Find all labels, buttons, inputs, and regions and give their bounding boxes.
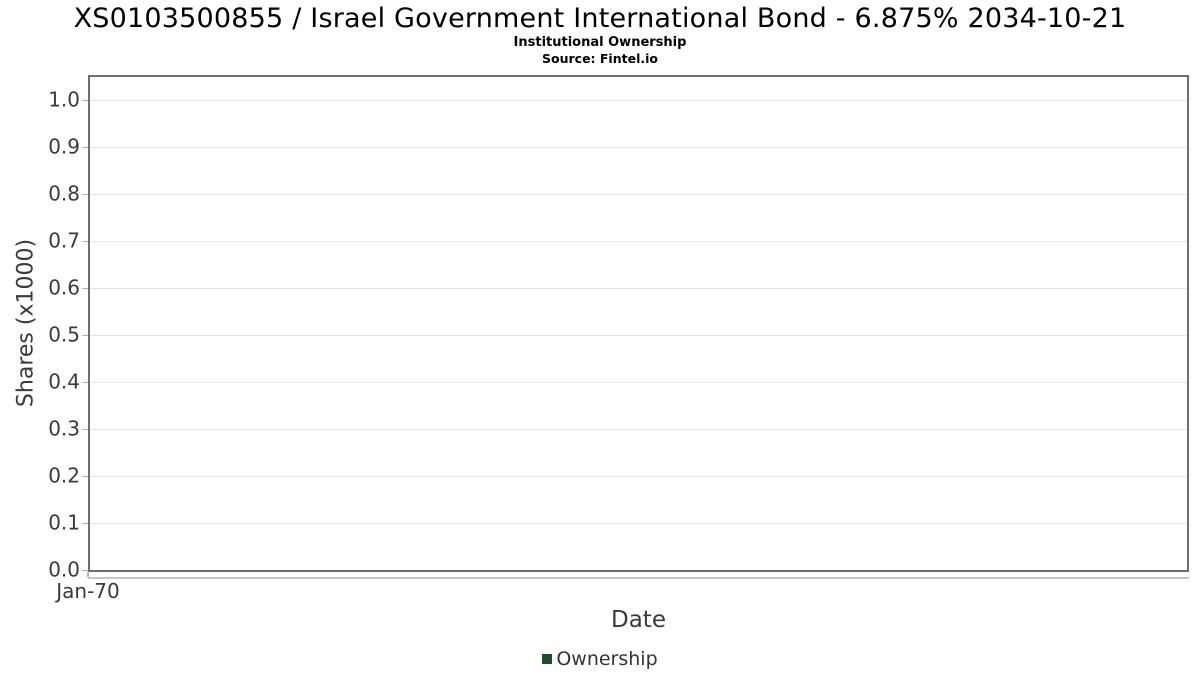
gridline: [90, 288, 1187, 290]
legend-label: Ownership: [556, 648, 658, 670]
y-tick-label: 0.9: [48, 134, 80, 159]
gridline: [90, 382, 1187, 384]
plot-area: [88, 75, 1189, 572]
y-axis: 0.0 0.1 0.2 0.3 0.4 0.5 0.6 0.7 0.8 0.9 1.0: [0, 77, 88, 582]
y-tick-label: 0.8: [48, 181, 80, 206]
y-tick-mark: [82, 570, 88, 571]
y-tick-mark: [82, 288, 88, 290]
legend-marker-square-icon: [542, 654, 553, 664]
gridline: [90, 523, 1187, 525]
x-axis-line: [88, 577, 1189, 579]
gridline: [90, 429, 1187, 431]
y-tick-mark: [82, 476, 88, 478]
y-tick-label: 1.0: [48, 87, 80, 112]
gridline: [90, 100, 1187, 102]
gridline: [90, 147, 1187, 149]
y-tick-mark: [82, 100, 88, 102]
gridline: [90, 476, 1187, 478]
y-tick-label: 0.5: [48, 322, 80, 347]
legend: Ownership: [0, 646, 1200, 672]
chart-subtitle: Institutional Ownership: [513, 35, 687, 50]
y-tick-mark: [82, 523, 88, 525]
y-tick-mark: [82, 147, 88, 149]
y-tick-mark: [82, 194, 88, 196]
x-tick-mark: [87, 572, 89, 577]
chart-source: Source: Fintel.io: [542, 51, 658, 66]
y-tick-mark: [82, 241, 88, 243]
y-tick-label: 0.1: [48, 510, 80, 535]
gridline: [90, 194, 1187, 196]
y-tick-mark: [82, 382, 88, 384]
gridline: [90, 335, 1187, 337]
x-tick-label: Jan-70: [56, 579, 120, 603]
y-axis-label: Shares (x1000): [13, 238, 39, 408]
y-tick-label: 0.2: [48, 463, 80, 488]
y-tick-mark: [82, 429, 88, 431]
y-tick-label: 0.6: [48, 275, 80, 300]
x-axis-label: Date: [611, 607, 666, 633]
y-tick-label: 0.7: [48, 228, 80, 253]
chart-title: XS0103500855 / Israel Government Interna…: [73, 3, 1127, 34]
y-tick-mark: [82, 335, 88, 337]
y-tick-label: 0.4: [48, 369, 80, 394]
gridline: [90, 241, 1187, 243]
y-tick-label: 0.0: [48, 557, 80, 582]
y-tick-label: 0.3: [48, 416, 80, 441]
